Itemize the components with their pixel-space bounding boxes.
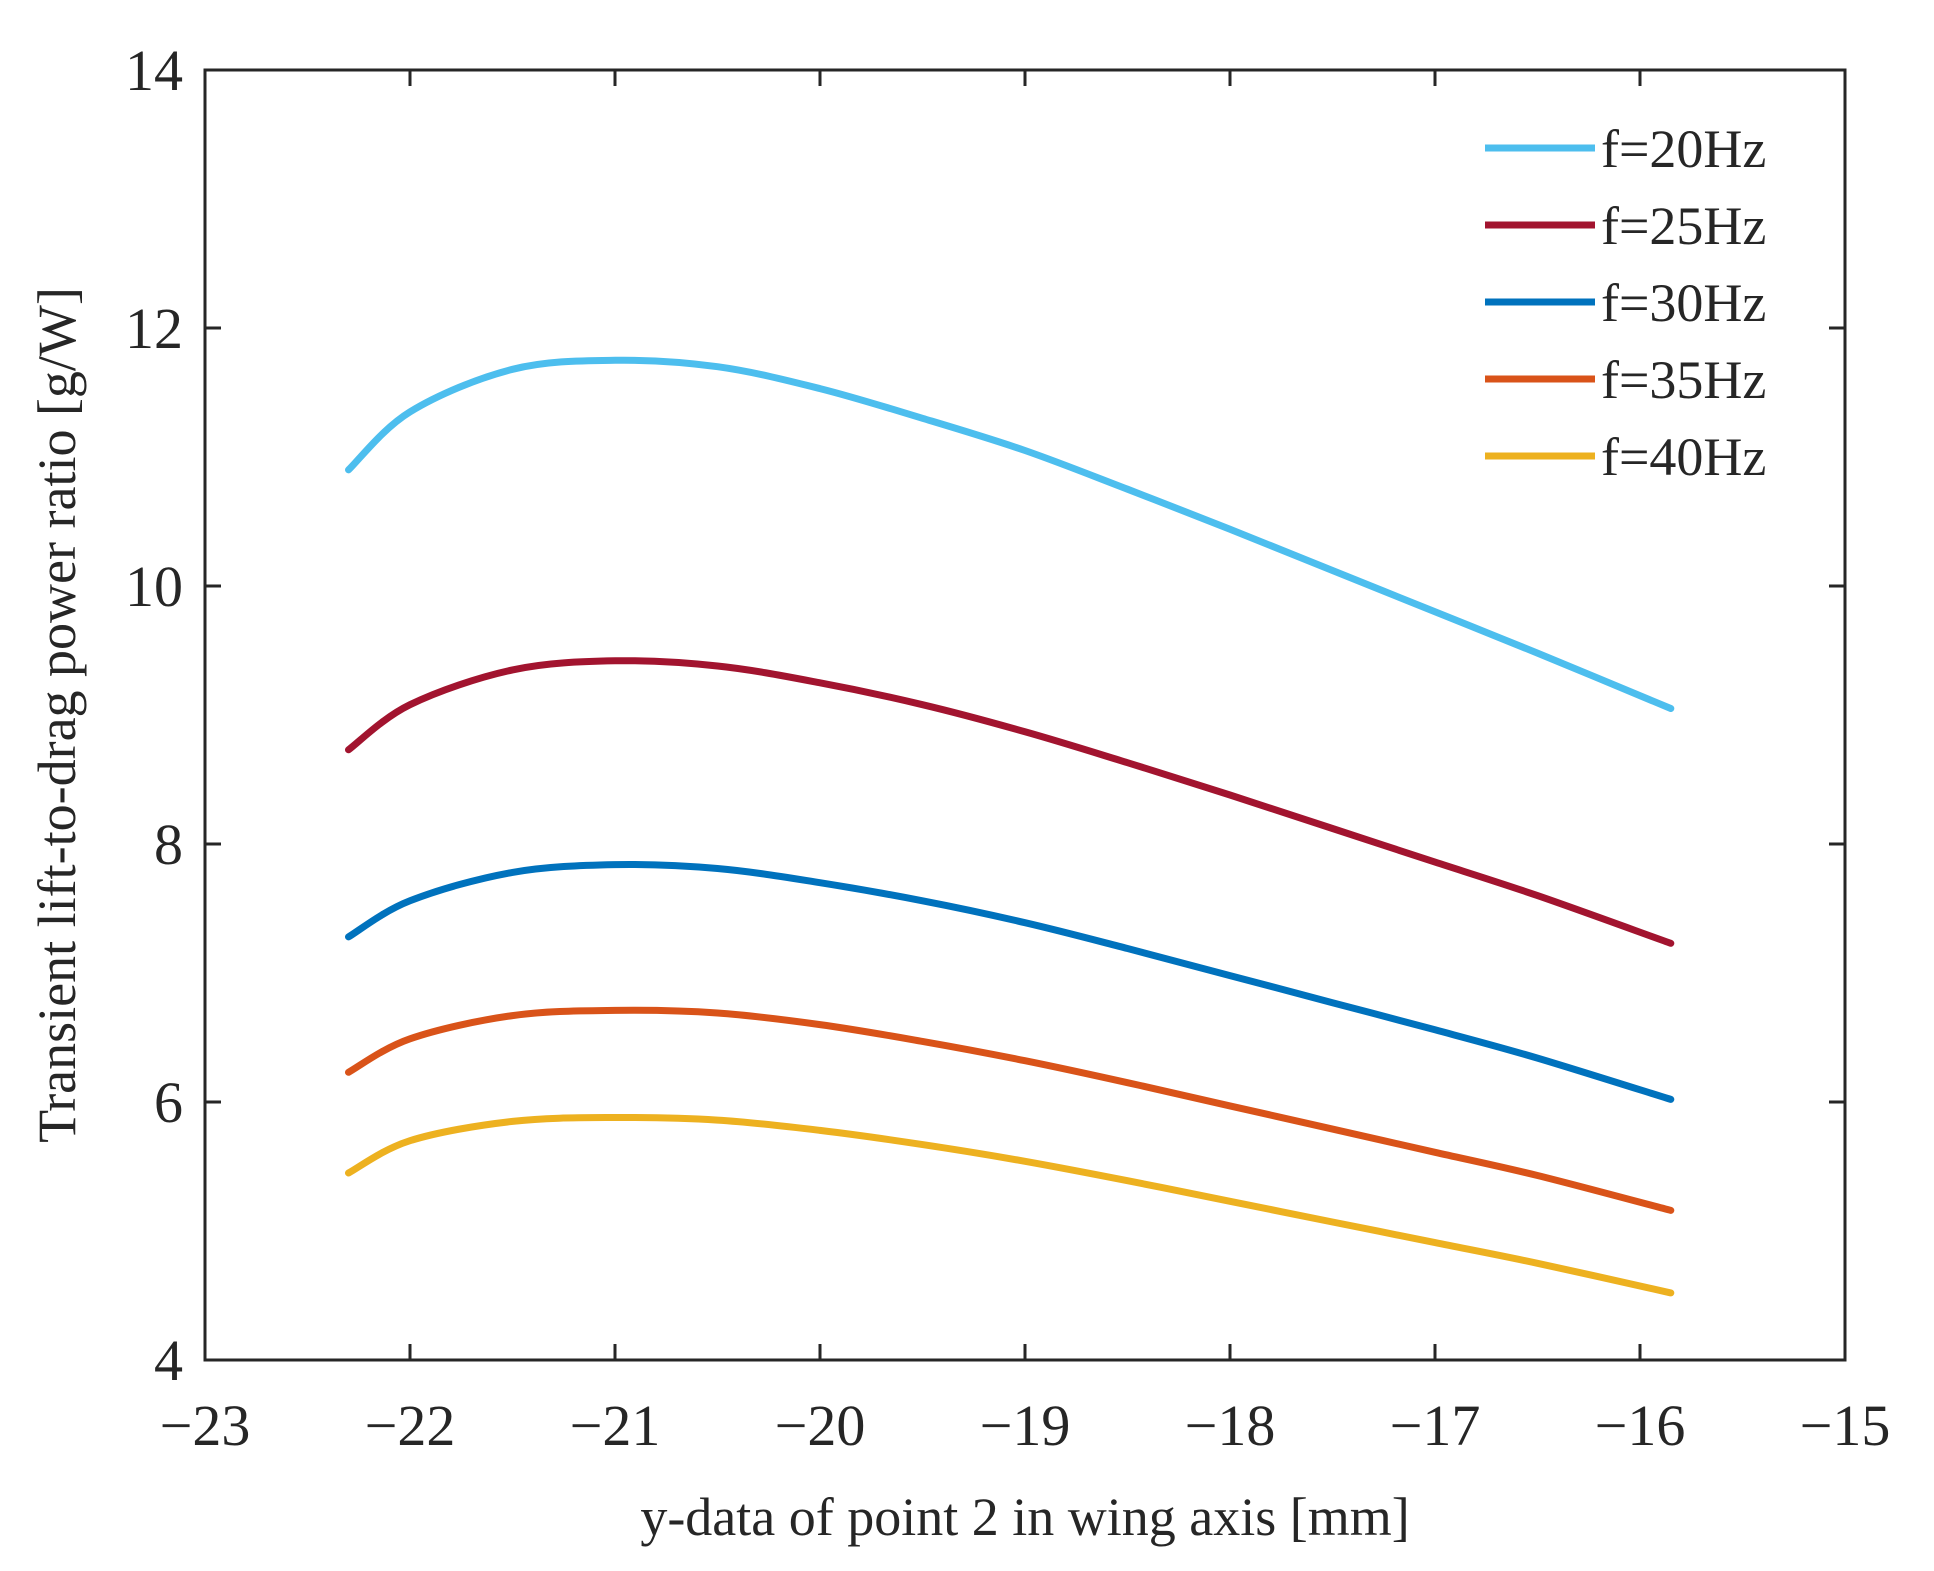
y-axis-label: Transient lift-to-drag power ratio [g/W] — [27, 287, 87, 1143]
y-tick-label: 10 — [125, 554, 183, 619]
x-tick-label: −16 — [1595, 1393, 1686, 1458]
x-axis: −23 −22 −21 −20 −19 −18 −17 −16 −15 — [160, 70, 1891, 1458]
x-tick-label: −22 — [365, 1393, 456, 1458]
y-tick-label: 4 — [154, 1328, 183, 1393]
x-axis-label: y-data of point 2 in wing axis [mm] — [640, 1487, 1409, 1547]
x-tick-label: −18 — [1185, 1393, 1276, 1458]
x-tick-label: −23 — [160, 1393, 251, 1458]
x-tick-label: −19 — [980, 1393, 1071, 1458]
y-axis: 4 6 8 10 12 14 — [125, 38, 1845, 1393]
plot-area — [345, 356, 1675, 1297]
x-tick-label: −20 — [775, 1393, 866, 1458]
legend-label-f-30hz: f=30Hz — [1601, 273, 1766, 333]
x-tick-label: −15 — [1800, 1393, 1891, 1458]
series-line-f-40hz — [345, 1113, 1675, 1297]
legend: f=20Hz f=25Hz f=30Hz f=35Hz f=40Hz — [1485, 119, 1766, 487]
legend-label-f-20hz: f=20Hz — [1601, 119, 1766, 179]
y-tick-label: 6 — [154, 1070, 183, 1135]
legend-label-f-25hz: f=25Hz — [1601, 196, 1766, 256]
series-line-f-35hz — [345, 1006, 1675, 1214]
y-tick-label: 14 — [125, 38, 183, 103]
y-tick-label: 12 — [125, 296, 183, 361]
legend-label-f-40hz: f=40Hz — [1601, 427, 1766, 487]
series-line-f-25hz — [345, 657, 1675, 947]
x-tick-label: −17 — [1390, 1393, 1481, 1458]
y-tick-label: 8 — [154, 812, 183, 877]
x-tick-label: −21 — [570, 1393, 661, 1458]
series-line-f-20hz — [345, 356, 1675, 712]
legend-label-f-35hz: f=35Hz — [1601, 350, 1766, 410]
series-line-f-30hz — [345, 860, 1675, 1103]
